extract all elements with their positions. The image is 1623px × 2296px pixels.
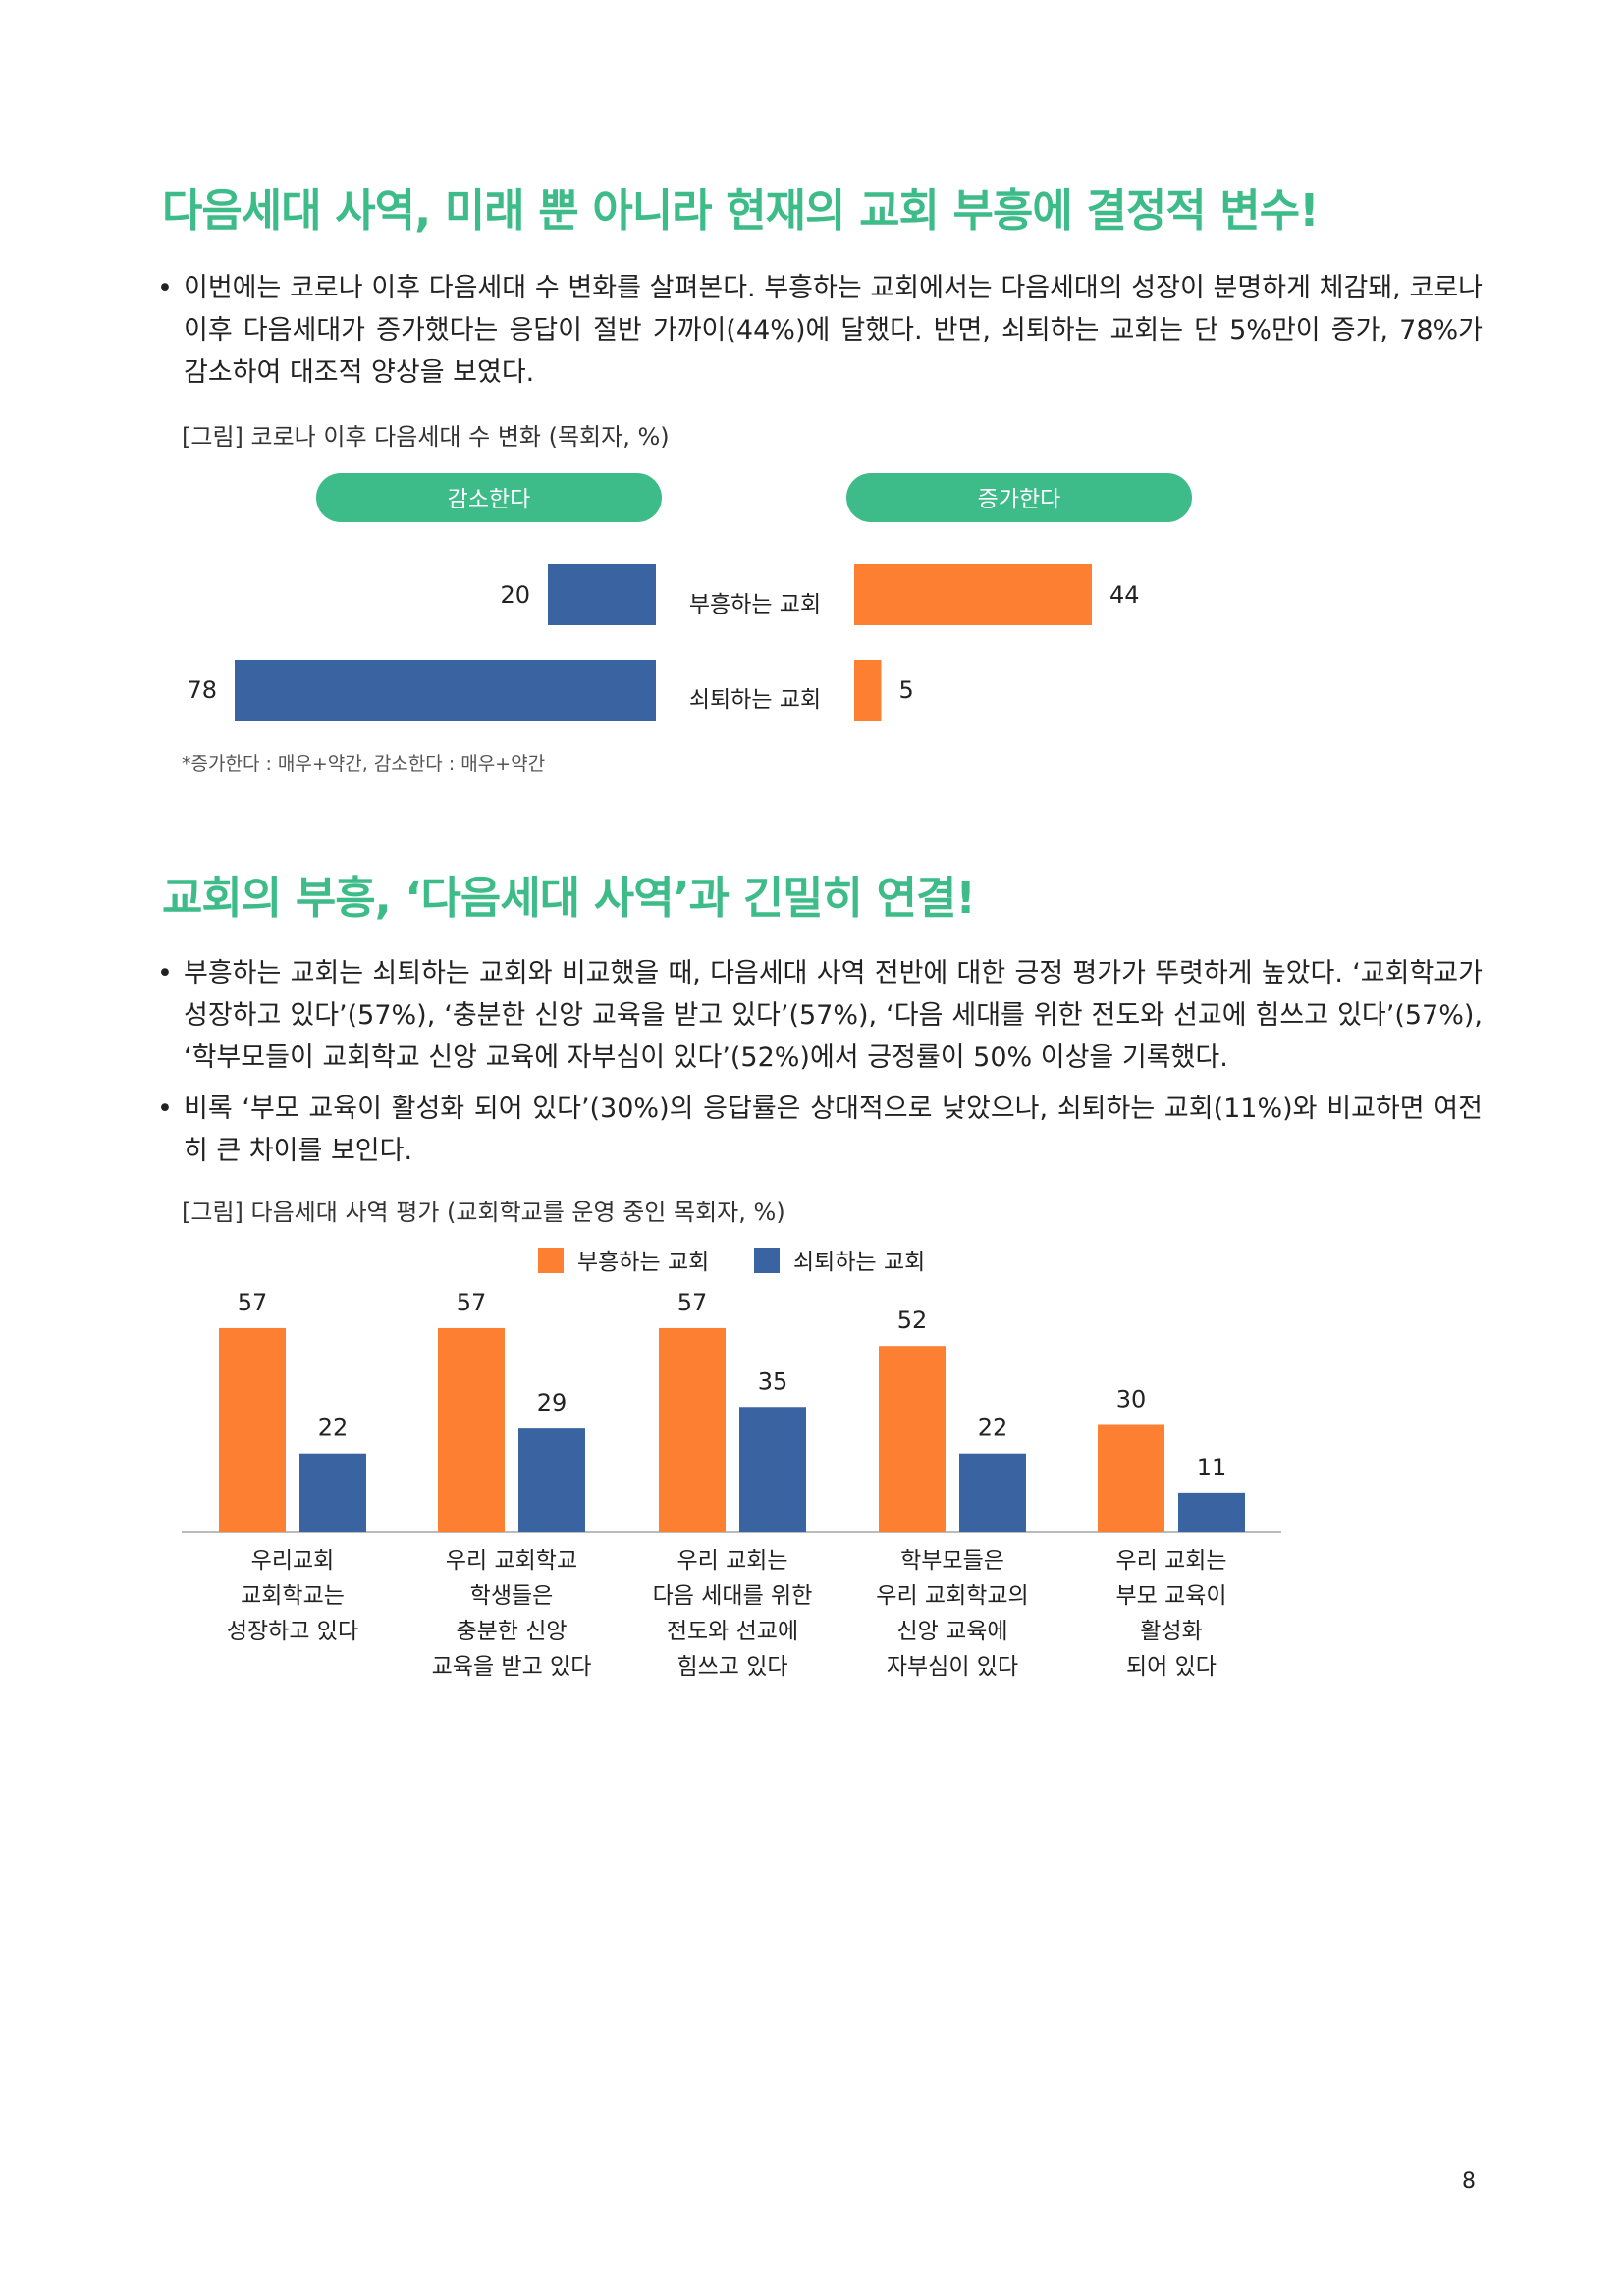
bar-value-label: 57 <box>677 1289 708 1316</box>
header-pill <box>846 473 1192 522</box>
bar <box>659 1327 726 1532</box>
bullet-dot: • <box>157 958 173 988</box>
bar-value-label: 22 <box>318 1415 349 1442</box>
category-label: 되어 있다 <box>1126 1654 1217 1680</box>
category-label: 다음 세대를 위한 <box>653 1583 813 1609</box>
category-label: 우리 교회학교 <box>446 1548 577 1574</box>
figure1-footnote: *증가한다 : 매우+약간, 감소한다 : 매우+약간 <box>182 753 546 774</box>
category-label: 신앙 교육에 <box>896 1619 1007 1644</box>
bar-value-label: 57 <box>238 1289 268 1316</box>
bar <box>518 1428 585 1532</box>
bullet-text: 이번에는 코로나 이후 다음세대 수 변화를 살펴본다. 부흥하는 교회에서는 … <box>184 273 1483 388</box>
legend-swatch <box>754 1248 780 1273</box>
bar <box>879 1346 946 1532</box>
header-pill <box>316 473 662 522</box>
category-label: 쇠퇴하는 교회 <box>689 687 821 713</box>
category-label: 부흥하는 교회 <box>689 592 821 617</box>
increase-bar <box>854 564 1092 625</box>
legend-label: 쇠퇴하는 교회 <box>793 1250 925 1275</box>
bar-value-label: 35 <box>758 1367 788 1395</box>
bar-value-label: 22 <box>978 1415 1008 1442</box>
decrease-value-label: 20 <box>500 581 530 609</box>
bullet-text: 비록 ‘부모 교육이 활성화 되어 있다’(30%)의 응답률은 상대적으로 낮… <box>184 1094 1483 1166</box>
category-label: 학생들은 <box>470 1583 554 1609</box>
category-label: 전도와 선교에 <box>667 1619 798 1644</box>
category-label: 우리 교회는 <box>1115 1548 1226 1574</box>
section2-heading: 교회의 부흥, ‘다음세대 사역’과 긴밀히 연결! <box>162 872 976 924</box>
category-label: 우리교회 <box>251 1548 335 1574</box>
increase-value-label: 5 <box>899 676 914 704</box>
category-label: 학부모들은 <box>900 1548 1004 1574</box>
legend-swatch <box>538 1248 564 1273</box>
bar <box>1178 1492 1245 1532</box>
bar-value-label: 11 <box>1197 1454 1227 1481</box>
category-label: 교회학교는 <box>241 1583 345 1609</box>
category-label: 우리 교회학교의 <box>876 1583 1028 1609</box>
header-pill-label: 감소한다 <box>448 487 531 512</box>
decrease-bar <box>235 660 656 721</box>
figure1-caption: [그림] 코로나 이후 다음세대 수 변화 (목회자, %) <box>182 423 670 451</box>
category-label: 성장하고 있다 <box>227 1619 358 1644</box>
bar <box>1098 1424 1164 1532</box>
increase-bar <box>854 660 882 721</box>
bar <box>438 1327 505 1532</box>
section1-heading: 다음세대 사역, 미래 뿐 아니라 현재의 교회 부흥에 결정적 변수! <box>162 185 1320 237</box>
diverging-bar-chart: 감소한다 증가한다 20 부흥하는 교회 44 78 쇠퇴하는 교회 5 <box>187 473 1192 721</box>
header-pill-label: 증가한다 <box>978 487 1061 512</box>
page-number: 8 <box>1462 2169 1476 2194</box>
category-label: 힘쓰고 있다 <box>676 1654 787 1680</box>
bar <box>739 1407 806 1532</box>
legend-label: 부흥하는 교회 <box>577 1250 709 1275</box>
category-label: 교육을 받고 있다 <box>432 1654 592 1680</box>
category-label: 우리 교회는 <box>676 1548 787 1574</box>
category-label: 충분한 신앙 <box>456 1619 567 1644</box>
bullet-dot: • <box>157 1094 173 1124</box>
bar <box>219 1327 286 1532</box>
section2-bullet-1: • 부흥하는 교회는 쇠퇴하는 교회와 비교했을 때, 다음세대 사역 전반에 … <box>157 952 1483 1079</box>
bar <box>959 1453 1026 1532</box>
increase-value-label: 44 <box>1109 581 1140 609</box>
decrease-bar <box>548 564 656 625</box>
section1-bullet-1: • 이번에는 코로나 이후 다음세대 수 변화를 살펴본다. 부흥하는 교회에서… <box>157 267 1483 394</box>
bar-value-label: 29 <box>537 1389 568 1416</box>
bar-value-label: 30 <box>1116 1386 1147 1414</box>
section2-bullet-2: • 비록 ‘부모 교육이 활성화 되어 있다’(30%)의 응답률은 상대적으로… <box>157 1088 1483 1172</box>
bar <box>299 1453 366 1532</box>
bar-value-label: 52 <box>897 1307 928 1334</box>
category-label: 활성화 <box>1140 1619 1202 1644</box>
figure2-caption: [그림] 다음세대 사역 평가 (교회학교를 운영 중인 목회자, %) <box>182 1199 785 1226</box>
category-label: 자부심이 있다 <box>887 1654 1018 1680</box>
bullet-text: 부흥하는 교회는 쇠퇴하는 교회와 비교했을 때, 다음세대 사역 전반에 대한… <box>184 958 1483 1073</box>
bullet-dot: • <box>157 273 173 303</box>
category-label: 부모 교육이 <box>1115 1583 1226 1609</box>
decrease-value-label: 78 <box>187 676 217 704</box>
bar-value-label: 57 <box>457 1289 487 1316</box>
